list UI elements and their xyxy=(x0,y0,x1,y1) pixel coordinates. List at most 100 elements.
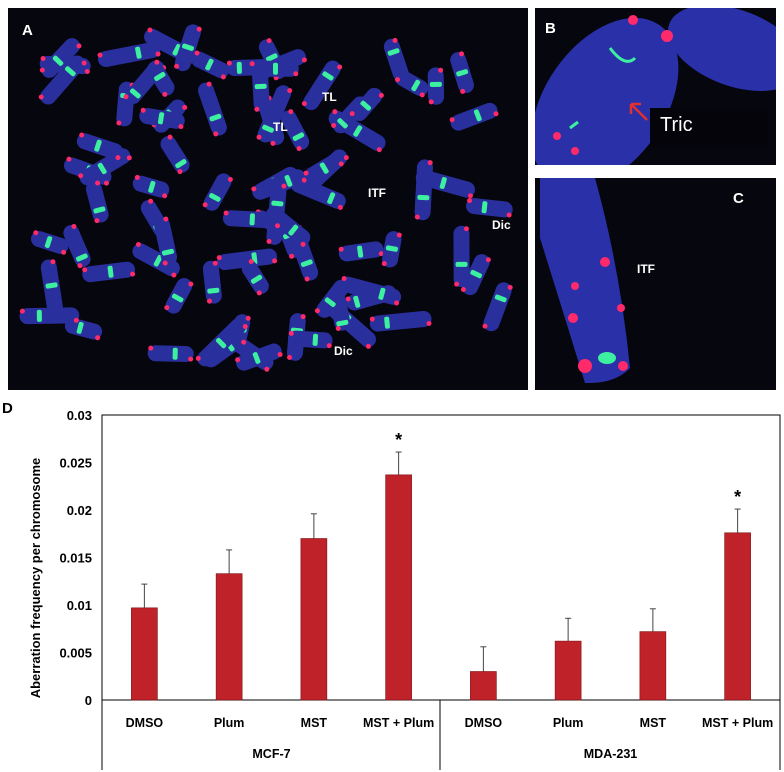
telomere-signal xyxy=(378,251,384,257)
significance-marker: * xyxy=(395,430,402,450)
chromosome-body xyxy=(450,102,498,131)
telomere-signal xyxy=(287,354,293,360)
telomere-signal xyxy=(482,323,488,329)
telomere-signal xyxy=(71,223,77,229)
y-tick-label: 0.01 xyxy=(67,598,92,613)
telomere-signal xyxy=(303,170,309,176)
x-tick-label: MST + Plum xyxy=(363,716,434,730)
chromosome xyxy=(202,173,233,211)
group-label: MCF-7 xyxy=(252,747,290,761)
chromosome xyxy=(63,223,91,269)
telomere-signal xyxy=(467,198,473,204)
chromosome xyxy=(82,261,136,283)
centromere-signal xyxy=(45,282,58,289)
chromosome xyxy=(449,102,499,131)
centromere-signal xyxy=(76,253,88,262)
telomere-signal xyxy=(349,111,355,117)
chromosome xyxy=(139,107,185,130)
chromosome xyxy=(460,254,491,296)
telomere-signal xyxy=(147,27,153,33)
tricentric-chromosome xyxy=(535,8,776,165)
chromosome xyxy=(450,51,474,94)
centromere-signal xyxy=(494,294,507,303)
telomere-signal xyxy=(84,68,90,74)
telomere-signal xyxy=(78,173,84,179)
bar xyxy=(639,631,667,701)
telomere-signal xyxy=(266,238,272,244)
telomere-signal xyxy=(202,202,208,208)
chromosome-body xyxy=(466,198,513,218)
y-axis-label: Aberration frequency per chromosome xyxy=(28,458,43,699)
chromosome xyxy=(38,55,87,105)
telomere-signal xyxy=(438,67,444,73)
chromosome-body xyxy=(280,110,310,150)
centromere-signal xyxy=(292,132,305,141)
telomere-signal xyxy=(337,204,343,210)
chromosome-body xyxy=(19,307,80,325)
centromere-signal xyxy=(322,71,334,81)
centromere-signal xyxy=(135,46,142,59)
centromere-signal xyxy=(107,265,114,278)
telomere-signal xyxy=(460,88,466,94)
telomere-signal xyxy=(115,155,121,161)
chromosome xyxy=(256,85,293,143)
telomere-signal xyxy=(378,92,384,98)
chromosome-body xyxy=(147,345,194,362)
telomere-signal xyxy=(19,308,25,314)
chromosome xyxy=(427,67,445,105)
chromosome-body xyxy=(85,181,109,223)
x-tick-label: MST xyxy=(640,716,667,730)
chromosome xyxy=(147,345,194,362)
telomere-signal xyxy=(73,317,79,323)
centromere-signal xyxy=(209,113,222,122)
telomere-signal xyxy=(293,71,299,77)
chromosome-body xyxy=(202,260,222,304)
centromere-signal xyxy=(44,236,53,249)
telomere-signal xyxy=(50,259,56,265)
y-tick-label: 0.005 xyxy=(59,646,92,661)
telomere-signal xyxy=(188,356,194,362)
telomere-signal xyxy=(270,140,276,146)
chromosome xyxy=(198,81,227,137)
chromosome xyxy=(381,231,402,268)
telomere-signal xyxy=(40,56,46,62)
centromere-signal xyxy=(207,287,220,294)
x-tick-label: MST + Plum xyxy=(702,716,773,730)
telomere-signal xyxy=(248,259,254,265)
telomere-signal xyxy=(426,320,432,326)
chromosome xyxy=(174,24,202,72)
centromere-signal xyxy=(161,248,174,256)
chromosome xyxy=(466,198,513,218)
centromere-signal xyxy=(64,66,76,77)
telomere-signal xyxy=(171,272,177,278)
telomere-signal xyxy=(66,156,72,162)
chromosome xyxy=(191,50,230,80)
telomere-signal xyxy=(288,109,294,115)
telomere-signal xyxy=(251,186,257,192)
centromere-signal xyxy=(157,112,165,125)
telomere-signal xyxy=(332,109,338,115)
telomere-signal xyxy=(266,38,272,44)
centromere-signal xyxy=(470,269,482,279)
centromere-signal xyxy=(337,118,348,129)
chromosome xyxy=(414,159,433,221)
telomere-signal xyxy=(331,122,337,128)
centromere-signal xyxy=(250,274,263,284)
telomere-signal xyxy=(126,155,132,161)
telomere-signal xyxy=(123,94,129,100)
telomere-signal xyxy=(454,281,460,287)
telomere-signal xyxy=(38,94,44,100)
centromere-signal xyxy=(172,347,178,360)
group-label: MDA-231 xyxy=(584,747,638,761)
chromosome-body xyxy=(41,38,80,78)
centromere-signal xyxy=(97,162,107,175)
telomere-signal xyxy=(216,255,222,261)
telomere-signal xyxy=(148,198,154,204)
telomere-signal xyxy=(155,51,161,57)
telomere-signal xyxy=(338,246,344,252)
chromosome xyxy=(482,282,513,332)
centromere-signal xyxy=(387,48,400,56)
panel-a-label: A xyxy=(22,22,33,39)
telomere-signal xyxy=(212,260,218,266)
telomere-signal xyxy=(61,249,67,255)
